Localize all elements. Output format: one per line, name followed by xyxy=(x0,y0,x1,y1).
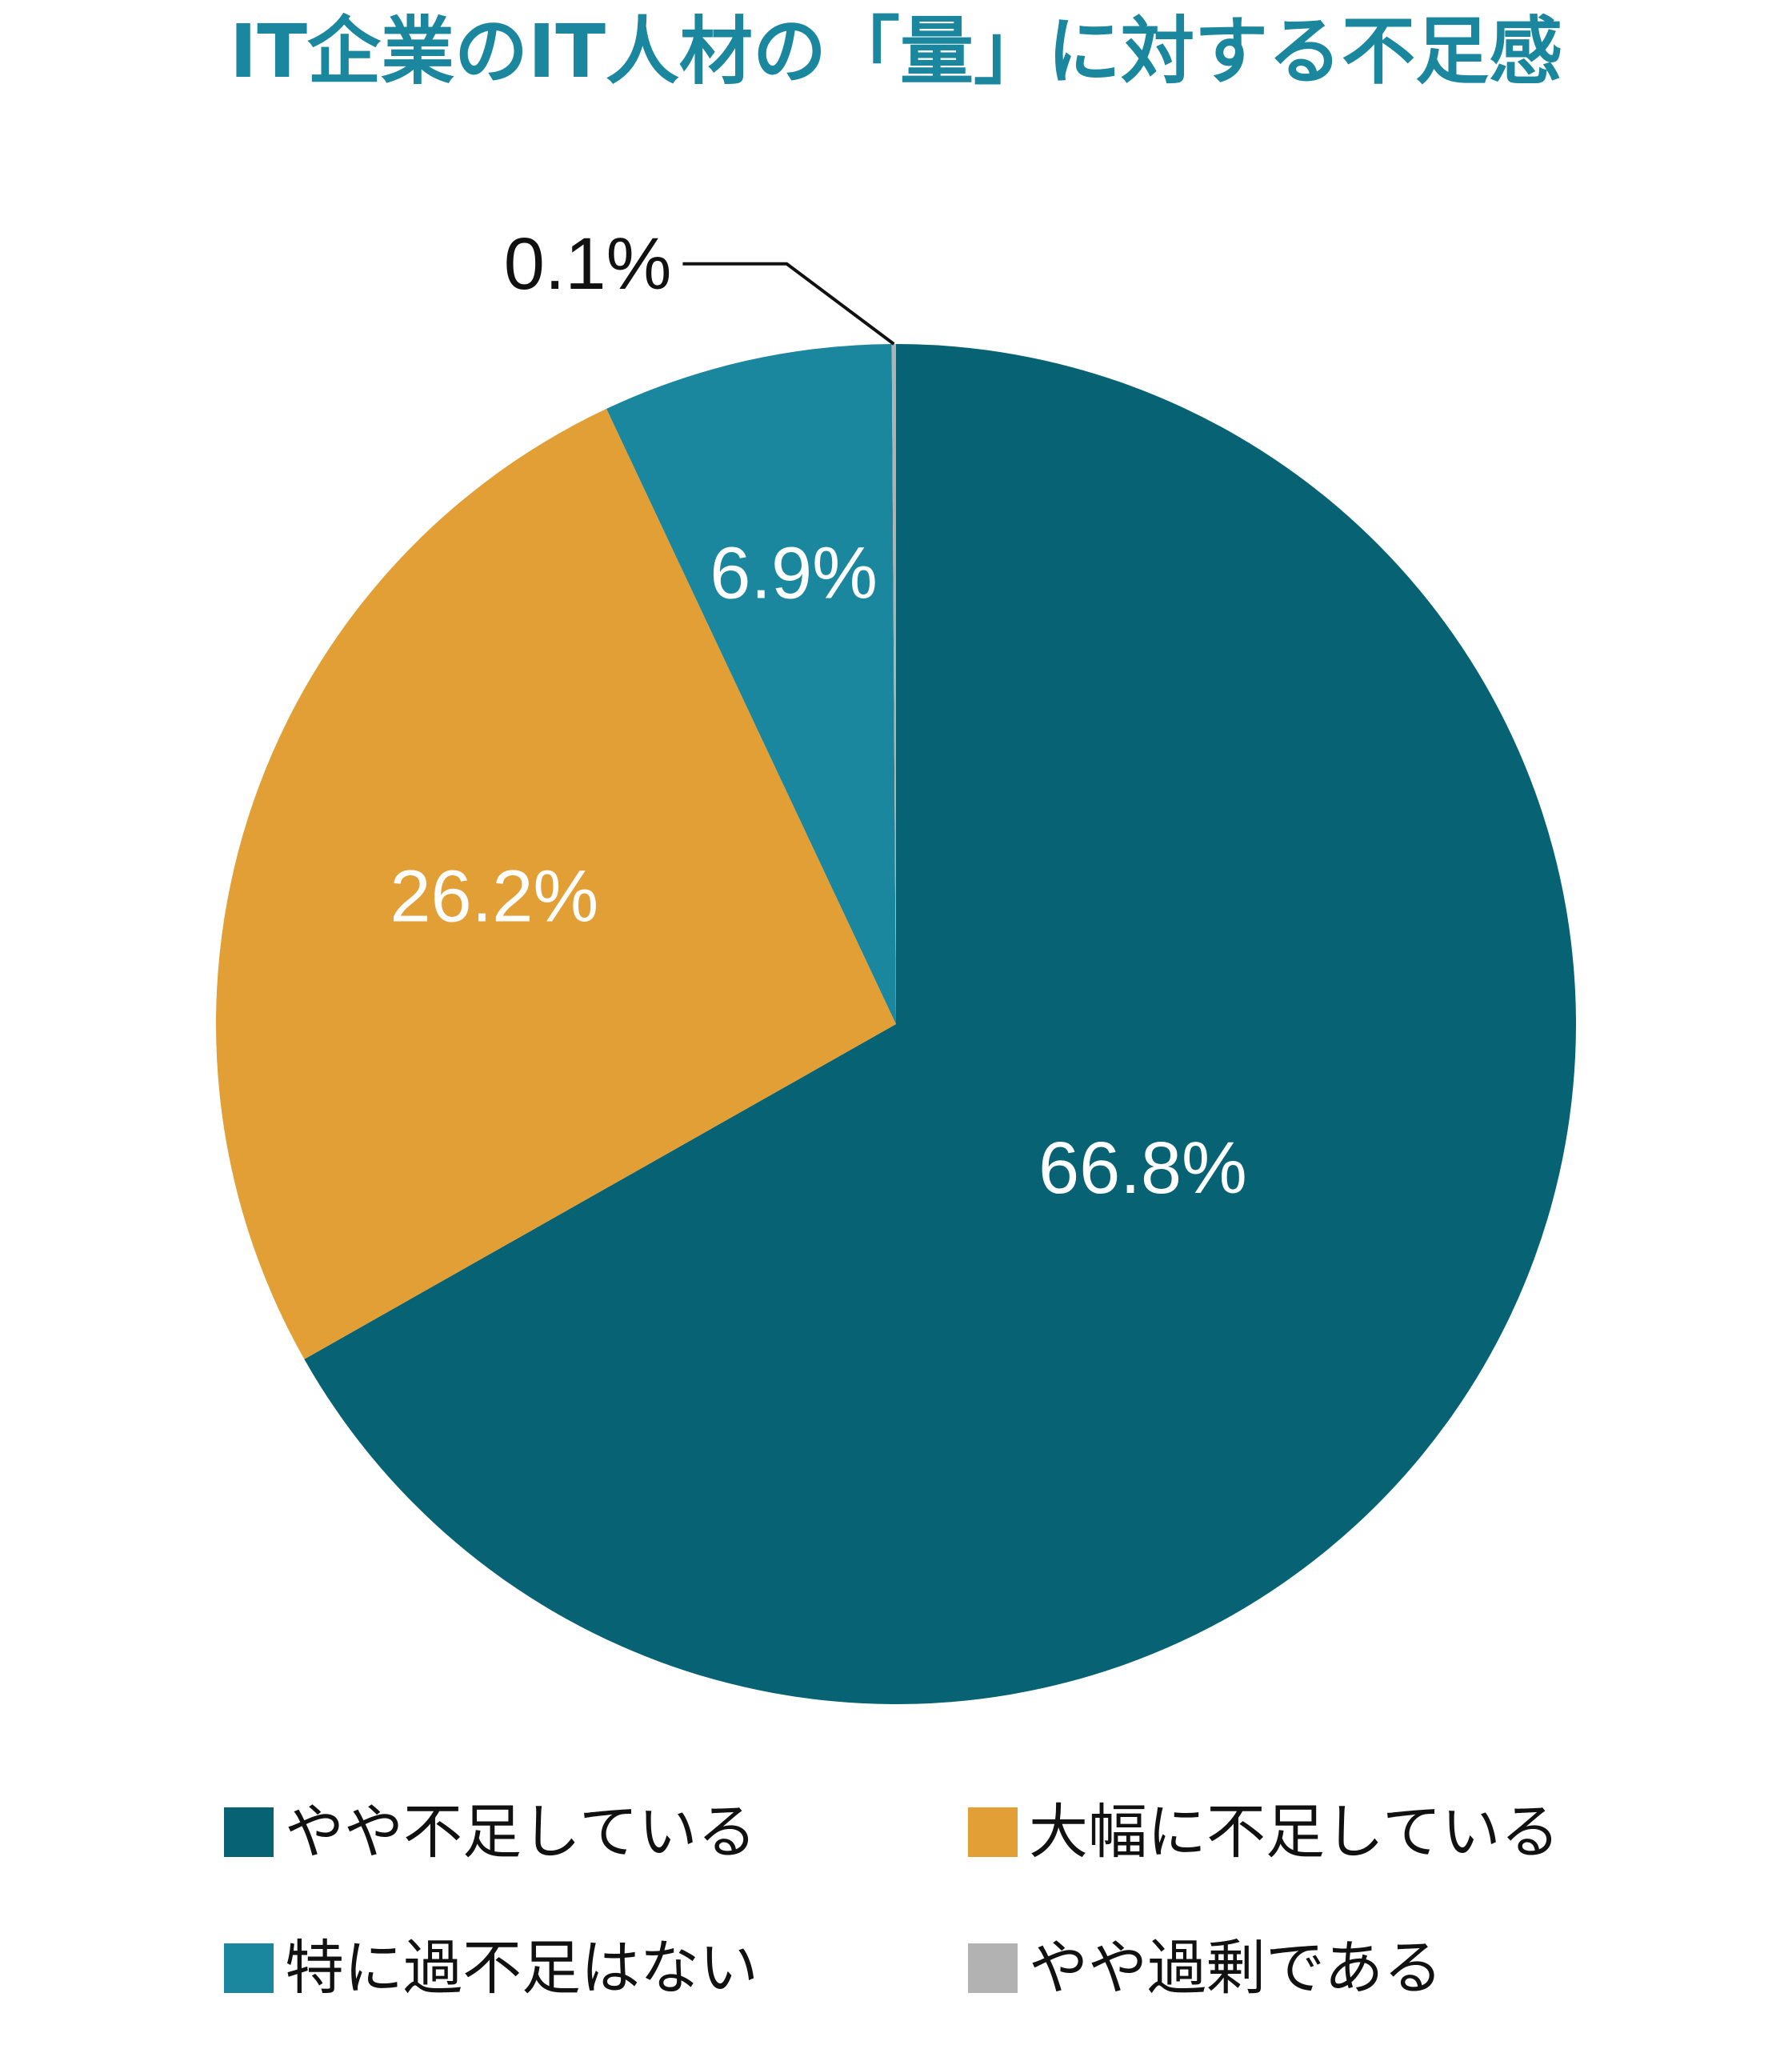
legend-item-ohaba-fusoku: 大幅に不足している xyxy=(968,1796,1696,1868)
pie-slice-yaya-kajo xyxy=(891,344,896,1024)
legend-label: 大幅に不足している xyxy=(1029,1798,1560,1867)
callout-leader-line xyxy=(682,262,895,346)
slice-label-yaya-kajo: 0.1% xyxy=(504,223,672,305)
pie-slice-kabusoku-nashi xyxy=(606,344,896,1024)
legend-item-yaya-kajo: やや過剰である xyxy=(968,1932,1696,2004)
legend-swatch xyxy=(968,1943,1018,1993)
legend-item-kabusoku-nashi: 特に過不足はない xyxy=(224,1932,968,2004)
legend-label: やや不足している xyxy=(285,1798,757,1867)
legend: やや不足している 大幅に不足している 特に過不足はない やや過剰である xyxy=(224,1796,1696,2004)
pie-slice-yaya-fusoku xyxy=(304,344,1577,1705)
legend-swatch xyxy=(968,1807,1018,1857)
slice-label-yaya-fusoku: 66.8% xyxy=(1038,1127,1247,1209)
legend-label: 特に過不足はない xyxy=(285,1934,758,2003)
legend-label: やや過剰である xyxy=(1029,1934,1443,2003)
slice-label-ohaba-fusoku: 26.2% xyxy=(390,855,598,937)
chart-title: IT企業のIT人材の「量」に対する不足感 xyxy=(230,9,1562,94)
slice-label-kabusoku-nashi: 6.9% xyxy=(710,532,878,614)
legend-item-yaya-fusoku: やや不足している xyxy=(224,1796,968,1868)
legend-swatch xyxy=(224,1807,274,1857)
pie-slice-ohaba-fusoku xyxy=(215,408,896,1359)
legend-swatch xyxy=(224,1943,274,1993)
